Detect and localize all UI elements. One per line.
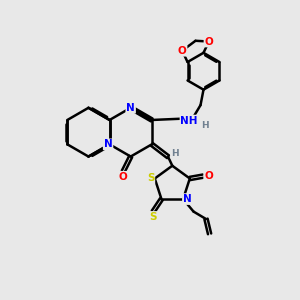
Text: H: H (201, 122, 208, 130)
Text: S: S (147, 173, 154, 184)
Text: O: O (118, 172, 127, 182)
Text: O: O (204, 171, 213, 181)
Text: N: N (183, 194, 192, 204)
Text: O: O (178, 46, 187, 56)
Text: N: N (126, 103, 135, 113)
Text: NH: NH (181, 116, 198, 126)
Text: O: O (205, 37, 213, 46)
Text: S: S (149, 212, 156, 222)
Text: N: N (104, 140, 112, 149)
Text: H: H (171, 149, 178, 158)
